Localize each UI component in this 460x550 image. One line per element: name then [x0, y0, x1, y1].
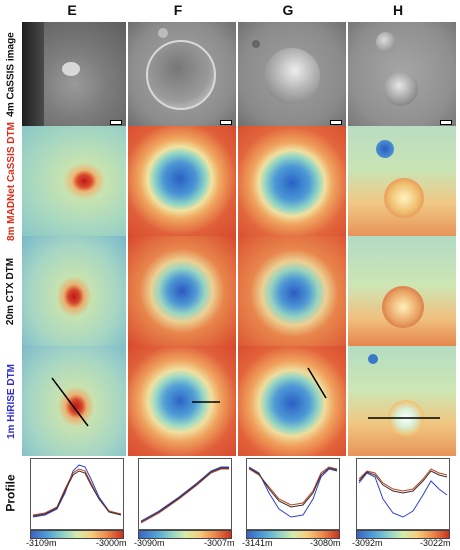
madnet-dtm-f [128, 126, 236, 236]
profile-plot-h [356, 458, 450, 530]
row-label-hirise: 1m HiRISE DTM [5, 363, 17, 439]
cassis-image-g [238, 22, 346, 126]
madnet-dtm-g [238, 126, 346, 236]
madnet-dtm-h [348, 126, 456, 236]
colorbar-h-min: -3092m [352, 538, 383, 548]
cassis-image-f [128, 22, 236, 126]
profile-plot-g [246, 458, 340, 530]
colorbar-f-max: -3007m [204, 538, 235, 548]
hirise-dtm-f [128, 346, 236, 456]
colorbar-g [246, 530, 340, 539]
column-header-g: G [282, 2, 294, 18]
profile-plot-f [138, 458, 232, 530]
colorbar-f [138, 530, 232, 539]
colorbar-g-min: -3141m [242, 538, 273, 548]
profile-plot-e [30, 458, 124, 530]
column-header-f: F [173, 2, 183, 18]
hirise-dtm-g [238, 346, 346, 456]
madnet-dtm-e [22, 126, 126, 236]
colorbar-e-max: -3000m [96, 538, 127, 548]
row-label-madnet: 8m MADNet CaSSIS DTM [5, 121, 17, 241]
row-label-profile: Profile [4, 474, 18, 512]
column-header-h: H [392, 2, 404, 18]
colorbar-e-min: -3109m [26, 538, 57, 548]
hirise-dtm-h [348, 346, 456, 456]
ctx-dtm-e [22, 236, 126, 346]
cassis-image-h [348, 22, 456, 126]
ctx-dtm-f [128, 236, 236, 346]
ctx-dtm-g [238, 236, 346, 346]
colorbar-h-max: -3022m [420, 538, 451, 548]
ctx-dtm-h [348, 236, 456, 346]
colorbar-e [30, 530, 124, 539]
colorbar-h [356, 530, 450, 539]
colorbar-f-min: -3090m [134, 538, 165, 548]
colorbar-g-max: -3080m [310, 538, 341, 548]
cassis-image-e [22, 22, 126, 126]
column-header-e: E [67, 2, 77, 18]
row-label-ctx: 20m CTX DTM [5, 257, 17, 325]
hirise-dtm-e [22, 346, 126, 456]
row-label-cassis: 4m CaSSIS image [5, 31, 17, 117]
